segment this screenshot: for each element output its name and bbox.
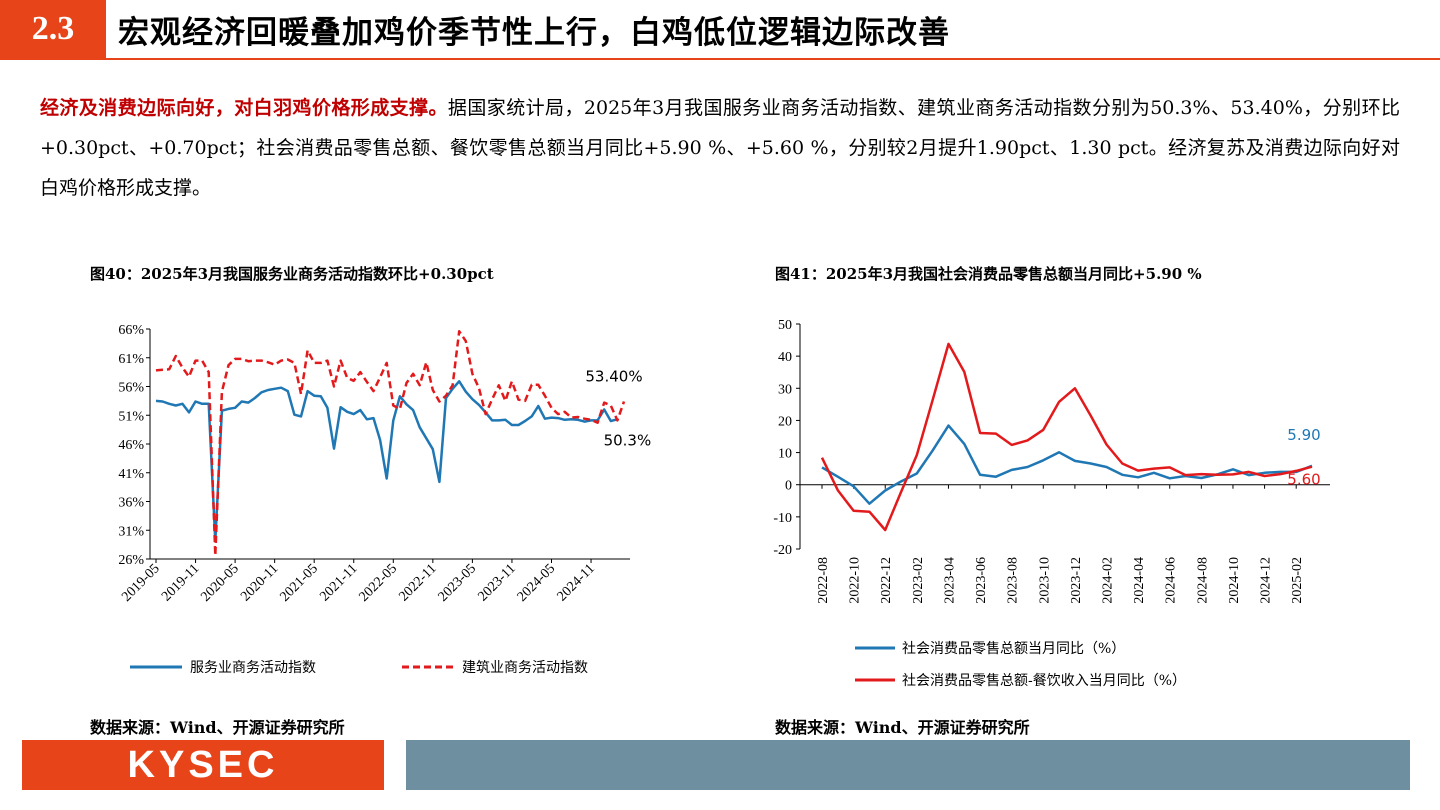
y-tick-label: 46% <box>118 438 144 453</box>
y-tick-label: 41% <box>118 467 144 482</box>
annotation-retail-last: 5.90 <box>1287 426 1320 444</box>
y-tick-label: 40 <box>778 350 792 365</box>
x-tick-label: 2020-11 <box>238 561 281 604</box>
x-tick-label: 2022-08 <box>816 557 831 604</box>
kysec-logo: KYSEC <box>22 740 384 790</box>
legend-label-construction: 建筑业商务活动指数 <box>462 660 588 676</box>
series-line-services <box>155 380 618 543</box>
y-tick-label: 51% <box>118 409 144 424</box>
chart41-retail-sales-yoy: 50 40 30 20 10 0 -10 -20 2022-08 2022-10 2022-12 20… <box>773 318 1330 689</box>
chart40-caption: 图40：2025年3月我国服务业商务活动指数环比+0.30pct <box>90 265 494 283</box>
x-tick-label: 2024-06 <box>1164 557 1179 604</box>
x-tick-label: 2023-11 <box>476 561 519 604</box>
page-title: 宏观经济回暖叠加鸡价季节性上行，白鸡低位逻辑边际改善 <box>118 15 950 51</box>
y-tick-label: 0 <box>785 479 792 494</box>
x-tick-label: 2023-04 <box>942 557 957 604</box>
y-tick-label: -20 <box>773 543 792 558</box>
footer-bar <box>406 740 1410 790</box>
x-tick-label: 2023-10 <box>1037 557 1052 604</box>
summary-body: 据国家统计局，2025年3月我国服务业商务活动指数、建筑业商务活动指数分别为50… <box>40 97 1400 199</box>
x-tick-label: 2023-12 <box>1069 557 1084 604</box>
y-tick-label: 30 <box>778 382 792 397</box>
x-tick-label: 2024-10 <box>1227 557 1242 604</box>
x-tick-label: 2024-11 <box>555 561 598 604</box>
summary-paragraph: 经济及消费边际向好，对白羽鸡价格形成支撑。据国家统计局，2025年3月我国服务业… <box>40 88 1400 208</box>
x-tick-label: 2024-05 <box>515 561 559 605</box>
x-tick-label: 2022-11 <box>396 561 439 604</box>
x-tick-label: 2022-10 <box>848 557 863 604</box>
x-tick-label: 2023-05 <box>436 561 480 605</box>
x-tick-label: 2024-08 <box>1195 557 1210 604</box>
x-tick-label: 2024-02 <box>1101 557 1116 604</box>
legend-label-services: 服务业商务活动指数 <box>190 660 316 676</box>
x-tick-label: 2021-05 <box>277 561 321 605</box>
x-tick-label: 2023-08 <box>1006 557 1021 604</box>
legend-label-catering: 社会消费品零售总额-餐饮收入当月同比（%） <box>902 673 1186 689</box>
x-tick-label: 2024-12 <box>1259 557 1274 604</box>
annotation-catering-last: 5.60 <box>1287 471 1320 489</box>
chart40-source: 数据来源：Wind、开源证券研究所 <box>90 718 345 737</box>
x-tick-label: 2024-04 <box>1132 557 1147 604</box>
chart41-source: 数据来源：Wind、开源证券研究所 <box>775 718 1030 737</box>
x-tick-label: 2019-11 <box>159 561 202 604</box>
x-tick-label: 2022-05 <box>357 561 401 605</box>
series-line-catering <box>820 342 1313 532</box>
y-tick-label: 31% <box>118 524 144 539</box>
annotation-services-last: 50.3% <box>604 431 652 449</box>
chart41-caption: 图41：2025年3月我国社会消费品零售总额当月同比+5.90 % <box>775 265 1202 283</box>
series-line-construction <box>155 330 626 557</box>
section-number: 2.3 <box>0 0 106 58</box>
x-tick-label: 2021-11 <box>317 561 360 604</box>
x-tick-label: 2022-12 <box>879 557 894 604</box>
y-tick-label: -10 <box>773 511 792 526</box>
x-tick-label: 2020-05 <box>198 561 242 605</box>
x-tick-label: 2025-02 <box>1290 557 1305 604</box>
x-tick-label: 2023-06 <box>974 557 989 604</box>
legend-label-retail: 社会消费品零售总额当月同比（%） <box>902 641 1125 657</box>
y-tick-label: 56% <box>118 381 144 396</box>
chart40-service-construction-index: 66%61%56%51%46%41%36%31%26%2019-052019-1… <box>118 323 652 676</box>
y-tick-label: 10 <box>778 447 792 462</box>
y-tick-label: 20 <box>778 414 792 429</box>
annotation-construction-last: 53.40% <box>585 367 642 385</box>
summary-lead: 经济及消费边际向好，对白羽鸡价格形成支撑。 <box>40 97 448 119</box>
x-tick-label: 2023-02 <box>911 557 926 604</box>
y-tick-label: 50 <box>778 318 792 333</box>
y-tick-label: 26% <box>118 553 144 568</box>
y-tick-label: 61% <box>118 352 144 367</box>
series-line-retail-sales <box>821 424 1313 505</box>
header-divider <box>0 58 1440 60</box>
y-tick-label: 36% <box>118 496 144 511</box>
y-tick-label: 66% <box>118 323 144 338</box>
